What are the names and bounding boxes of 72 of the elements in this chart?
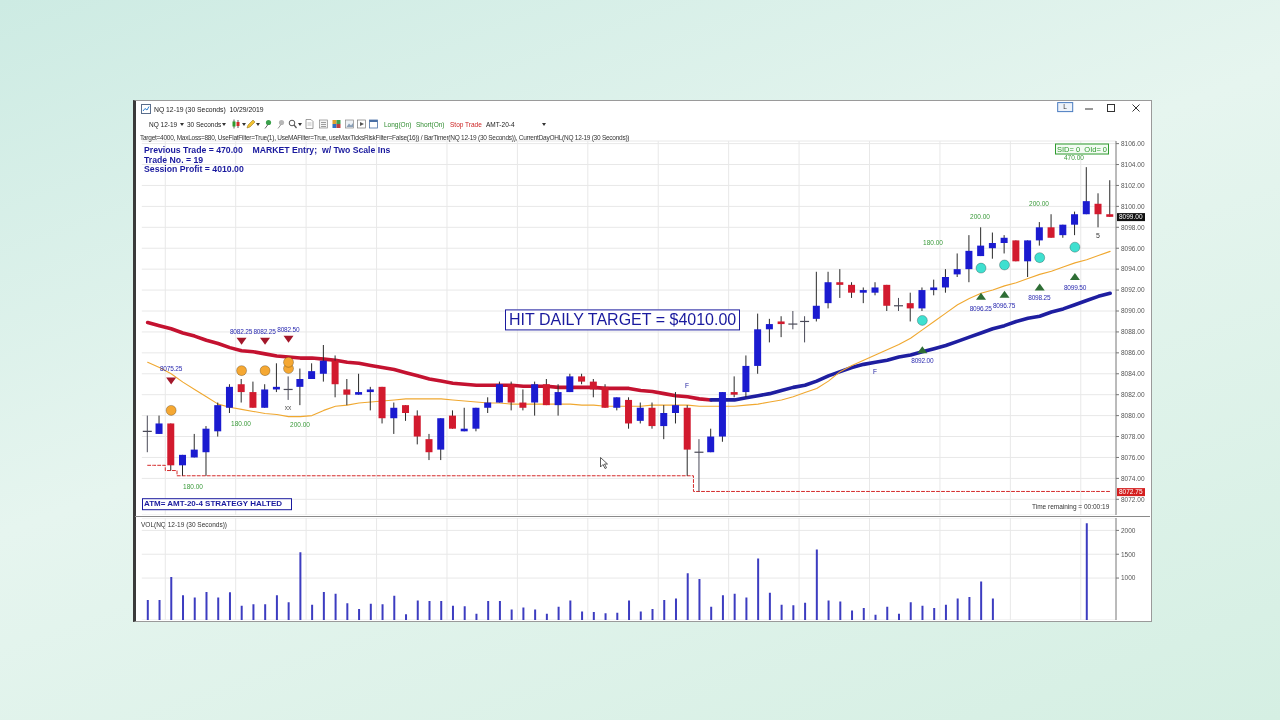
point [916, 315, 928, 326]
candlestick [542, 378, 550, 406]
candlestick [155, 415, 163, 435]
candlestick [1000, 234, 1008, 254]
candlestick [625, 396, 633, 430]
point [259, 365, 271, 376]
candlestick [355, 373, 363, 396]
point [283, 356, 294, 368]
candlestick [413, 409, 421, 445]
candlestick [601, 383, 609, 409]
annotation: HIT DAILY TARGET = $4010.00 [505, 309, 741, 331]
annotation: Previous Trade = 470.00 MARKET Entry; w/ Two Scale Ins [144, 144, 391, 156]
point [1069, 241, 1081, 253]
candlestick [319, 344, 327, 383]
candlestick [519, 388, 527, 411]
candlestick [953, 252, 961, 278]
candlestick [531, 381, 539, 417]
candlestick [1106, 179, 1114, 218]
point [1069, 272, 1080, 280]
point [260, 337, 271, 345]
candlestick [777, 315, 785, 338]
point [236, 365, 247, 376]
candlestick [977, 226, 985, 257]
candlestick [765, 318, 773, 343]
candlestick [812, 271, 820, 322]
candlestick [225, 383, 233, 414]
candlestick [648, 402, 656, 430]
candlestick [249, 381, 257, 409]
candlestick [1047, 213, 1055, 239]
candlestick [941, 268, 949, 294]
candlestick [390, 402, 398, 435]
candlestick [660, 404, 668, 440]
candlestick [448, 409, 456, 430]
point [236, 337, 247, 345]
candlestick [343, 378, 351, 406]
candlestick [636, 402, 644, 424]
point [975, 262, 987, 274]
candlestick [824, 271, 832, 309]
candlestick [296, 368, 304, 406]
annotation: ATM= AMT-20-4 STRATEGY HALTED [142, 498, 293, 510]
candlestick [730, 375, 738, 398]
candlestick [671, 391, 679, 424]
candlestick [988, 232, 996, 260]
candlestick [331, 354, 339, 398]
point [283, 335, 294, 343]
candlestick [1035, 221, 1043, 247]
candlestick [1024, 239, 1032, 278]
annotation: Session Profit = 4010.00 [144, 163, 244, 175]
point [999, 290, 1010, 298]
candlestick [906, 292, 914, 322]
candlestick [1082, 166, 1090, 215]
candlestick [871, 281, 879, 296]
candlestick [495, 381, 503, 404]
candlestick [507, 381, 515, 411]
point [165, 405, 177, 416]
candlestick [425, 433, 433, 461]
candlestick [202, 425, 210, 477]
candlestick [883, 284, 891, 312]
point [1034, 252, 1046, 263]
candlestick [554, 383, 562, 417]
candlestick [965, 234, 973, 283]
candlestick [261, 383, 269, 409]
annotation: Trade No. = 19 [144, 154, 204, 165]
candlestick [836, 268, 844, 299]
candlestick [1071, 211, 1079, 236]
point [917, 346, 928, 354]
candlestick [918, 286, 926, 312]
point [976, 292, 987, 300]
candlestick [237, 378, 245, 404]
candlestick [366, 386, 374, 411]
candlestick [1094, 192, 1102, 228]
point [999, 259, 1010, 271]
